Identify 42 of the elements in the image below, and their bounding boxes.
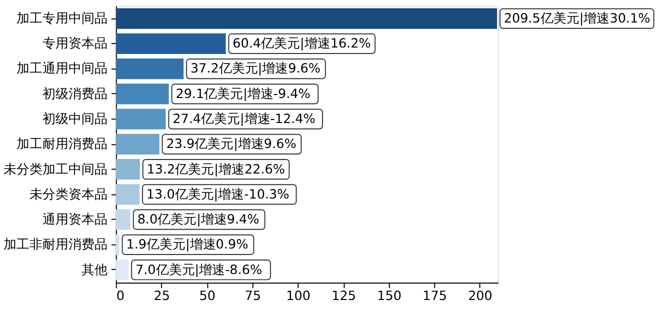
y-tick-label: 未分类加工中间品	[4, 162, 108, 178]
x-tick-label: 75	[244, 288, 261, 304]
y-tick-label: 加工非耐用消费品	[4, 238, 108, 253]
data-label: 13.0亿美元|增速-10.3%	[146, 186, 290, 202]
data-label: 37.2亿美元|增速9.6%	[190, 60, 321, 77]
x-tick-label: 150	[377, 288, 402, 304]
x-tick-label: 100	[286, 288, 310, 304]
y-tick-label: 未分类资本品	[30, 187, 108, 202]
y-tick-label: 初级消费品	[42, 86, 108, 102]
data-label: 23.9亿美元|增速9.6%	[166, 136, 296, 152]
bar	[116, 58, 184, 80]
y-tick-label: 初级中间品	[42, 112, 108, 127]
x-tick-label: 25	[154, 288, 170, 304]
data-label: 209.5亿美元|增速30.1%	[504, 10, 650, 26]
y-tick-label: 加工专用中间品	[16, 11, 108, 26]
bar	[116, 260, 129, 280]
bar	[116, 8, 498, 29]
bar	[116, 33, 226, 54]
bar	[116, 209, 130, 230]
y-tick-label: 通用资本品	[42, 212, 108, 228]
y-tick-label: 加工耐用消费品	[16, 137, 108, 152]
bar	[116, 134, 160, 154]
x-tick-label: 175	[422, 288, 447, 304]
x-tick-label: 0	[116, 288, 125, 304]
data-label: 60.4亿美元|增速16.2%	[232, 36, 371, 52]
data-label: 27.4亿美元|增速-12.4%	[172, 110, 316, 127]
data-label: 8.0亿美元|增速9.4%	[137, 212, 260, 228]
data-label: 7.0亿美元|增速-8.6%	[136, 262, 262, 278]
bar	[116, 234, 120, 256]
data-label: 13.2亿美元|增速22.6%	[146, 161, 285, 178]
y-tick-label: 其他	[82, 262, 108, 278]
x-tick-label: 200	[468, 288, 492, 304]
bar	[116, 159, 140, 180]
x-tick-label: 125	[332, 288, 356, 304]
y-tick-label: 专用资本品	[42, 36, 108, 52]
x-tick-label: 50	[199, 288, 216, 304]
bar	[116, 184, 140, 205]
bar	[116, 108, 166, 130]
data-label: 1.9亿美元|增速0.9%	[126, 236, 248, 253]
y-tick-label: 加工通用中间品	[16, 62, 108, 77]
data-label: 29.1亿美元|增速-9.4%	[176, 86, 310, 102]
bar	[116, 84, 169, 104]
